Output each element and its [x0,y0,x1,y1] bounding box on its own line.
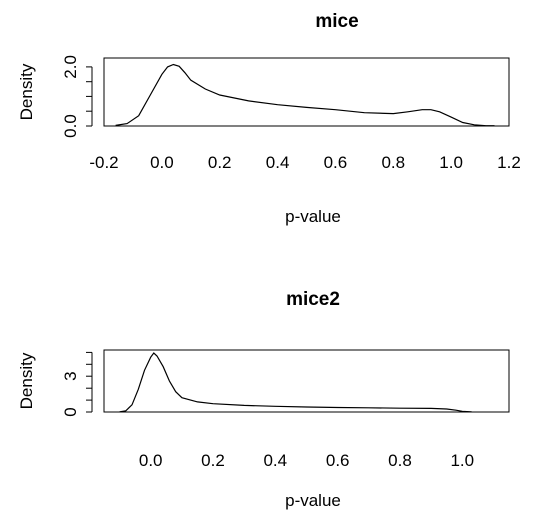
x-tick-label: 0.8 [381,153,405,172]
y-tick-label: 0.0 [61,114,80,138]
plot-frame [103,57,510,127]
x-tick-label: 0.2 [201,451,225,470]
x-axis-label: p-value [285,491,341,510]
x-tick-label: 0.2 [208,153,232,172]
x-tick-label: 0.6 [326,451,350,470]
x-tick-label: 0.0 [150,153,174,172]
x-tick-label: -0.2 [89,153,118,172]
chart-panel-mice2: mice2 0.0 0.2 0.4 0.6 0.8 1.0 03 p-value Dens… [17,289,510,510]
plot-frame [103,349,510,413]
x-tick-label: 0.4 [263,451,287,470]
chart-panel-mice: mice -0.2 0.0 0.2 0.4 0.6 0.8 1.0 1.2 0.0 2.0 p-… [17,11,521,226]
x-tick-label: 0.6 [324,153,348,172]
y-axis: 0.0 2.0 [61,55,93,138]
y-axis-label: Density [17,63,36,120]
x-axis: -0.2 0.0 0.2 0.4 0.6 0.8 1.0 1.2 [89,153,520,172]
y-tick-label: 2.0 [61,55,80,79]
x-axis-label: p-value [285,207,341,226]
chart-title: mice2 [286,289,340,310]
x-tick-label: 0.4 [266,153,290,172]
chart-title: mice [315,11,358,32]
y-tick-label: 3 [61,371,80,380]
x-tick-label: 1.0 [439,153,463,172]
y-tick-label: 0 [61,407,80,416]
density-line [119,352,472,413]
x-axis: 0.0 0.2 0.4 0.6 0.8 1.0 [139,451,474,470]
density-line [115,63,495,127]
y-axis-label: Density [17,352,36,409]
y-axis: 03 [61,351,93,417]
x-tick-label: 0.8 [388,451,412,470]
x-tick-label: 1.0 [450,451,474,470]
x-tick-label: 0.0 [139,451,163,470]
x-tick-label: 1.2 [497,153,521,172]
